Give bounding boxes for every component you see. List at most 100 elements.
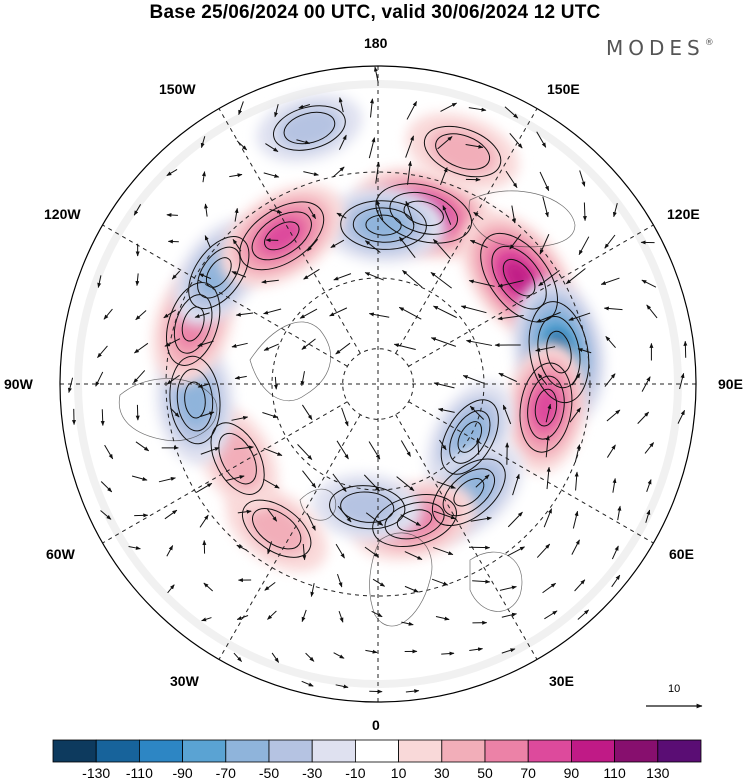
wind-arrow <box>611 574 621 588</box>
wind-arrow <box>545 403 552 423</box>
wind-arrow <box>404 551 423 560</box>
wind-arrow <box>95 371 104 387</box>
wind-arrow <box>236 615 249 620</box>
wind-arrow <box>166 545 174 557</box>
contour-ring <box>519 362 573 453</box>
wind-arrow <box>133 204 142 216</box>
wind-arrow <box>571 539 580 555</box>
wind-arrow <box>606 444 616 458</box>
colorbar-swatch <box>95 739 140 763</box>
wind-arrow <box>335 684 349 689</box>
wind-arrow <box>103 308 113 320</box>
colorbar-tick-label: -50 <box>258 765 280 781</box>
wind-arrow <box>269 208 283 214</box>
wind-arrow <box>267 541 273 555</box>
wind-arrow <box>300 371 306 387</box>
wind-arrow <box>368 137 376 159</box>
wind-arrow <box>301 404 313 420</box>
wind-arrow <box>166 169 178 177</box>
wind-arrow <box>200 411 215 417</box>
contour-ring <box>340 200 427 250</box>
wind-arrow <box>263 172 280 178</box>
wind-arrow <box>100 481 113 493</box>
wind-arrow <box>468 279 495 287</box>
wind-arrow <box>131 475 148 481</box>
colorbar-swatch <box>268 739 313 763</box>
wind-arrow <box>460 305 487 314</box>
wind-arrow <box>511 205 517 224</box>
wind-arrow <box>499 585 517 591</box>
wind-arrow <box>338 97 344 113</box>
wind-arrow <box>226 475 245 481</box>
wind-arrow <box>400 440 411 457</box>
wind-arrow <box>574 471 579 491</box>
wind-arrow <box>406 101 418 120</box>
wind-arrow <box>263 478 280 489</box>
wind-arrow <box>574 579 586 592</box>
wind-arrow <box>405 689 420 694</box>
wind-arrow <box>574 444 581 463</box>
wind-arrow <box>171 270 181 280</box>
wind-arrow <box>436 481 456 489</box>
colorbar-tick-label: -90 <box>172 765 193 781</box>
wind-arrow <box>305 652 315 662</box>
wind-arrow <box>437 407 455 413</box>
wind-arrow <box>104 444 114 460</box>
wind-arrow <box>236 544 248 551</box>
graticule <box>60 66 696 702</box>
colorbar-swatch <box>614 739 659 763</box>
wind-arrow <box>536 311 561 323</box>
wind-arrow <box>376 199 384 221</box>
wind-arrow <box>375 161 381 184</box>
wind-arrow <box>197 383 211 388</box>
contour-ring <box>273 105 346 151</box>
colorbar-tick-label: -110 <box>125 765 153 781</box>
wind-arrow <box>407 160 412 185</box>
wind-arrow <box>546 466 551 490</box>
wind-arrow <box>337 505 352 523</box>
wind-arrow <box>472 579 491 584</box>
wind-arrow <box>504 106 519 119</box>
wind-arrow <box>307 238 319 252</box>
wind-arrow <box>369 98 374 118</box>
lon-label-0: 0 <box>372 717 380 733</box>
lon-label-120e: 120E <box>667 206 700 222</box>
negative-anomaly <box>320 187 447 263</box>
wind-arrow <box>203 582 214 592</box>
positive-anomaly <box>406 113 519 191</box>
modes-logo: MODES® <box>606 36 714 60</box>
wind-arrow <box>299 308 318 319</box>
wind-arrow <box>303 171 319 177</box>
wind-arrow <box>198 273 212 280</box>
wind-arrow <box>229 173 243 178</box>
caspian-outline <box>469 551 523 612</box>
map-border <box>59 65 697 703</box>
wind-arrow <box>373 66 379 83</box>
wind-arrow <box>197 340 214 347</box>
wind-arrow <box>507 546 526 557</box>
lon-label-90w: 90W <box>4 376 33 392</box>
wind-arrow <box>577 609 590 620</box>
wind-arrow <box>267 508 278 522</box>
wind-arrow <box>200 136 206 149</box>
wind-arrow <box>263 343 279 351</box>
wind-arrow <box>232 238 242 252</box>
wind-arrow <box>271 652 280 663</box>
colorbar-swatch <box>441 739 486 763</box>
wind-arrow <box>568 312 591 321</box>
colorbar-tick-label: -10 <box>345 765 366 781</box>
lon-label-30w: 30W <box>170 673 199 689</box>
wind-arrow <box>233 445 254 450</box>
wind-arrow <box>368 441 381 460</box>
wind-arrow <box>431 578 449 586</box>
wind-arrow <box>544 610 558 620</box>
wind-arrow <box>402 270 423 288</box>
wind-arrow <box>128 546 141 550</box>
wind-arrow <box>537 373 548 386</box>
colorbar-swatch <box>52 739 97 763</box>
wind-arrow <box>338 134 347 150</box>
contour-ring <box>423 125 502 178</box>
wind-arrow <box>261 279 279 284</box>
wind-arrow <box>234 207 239 222</box>
wind-arrow <box>335 342 351 355</box>
